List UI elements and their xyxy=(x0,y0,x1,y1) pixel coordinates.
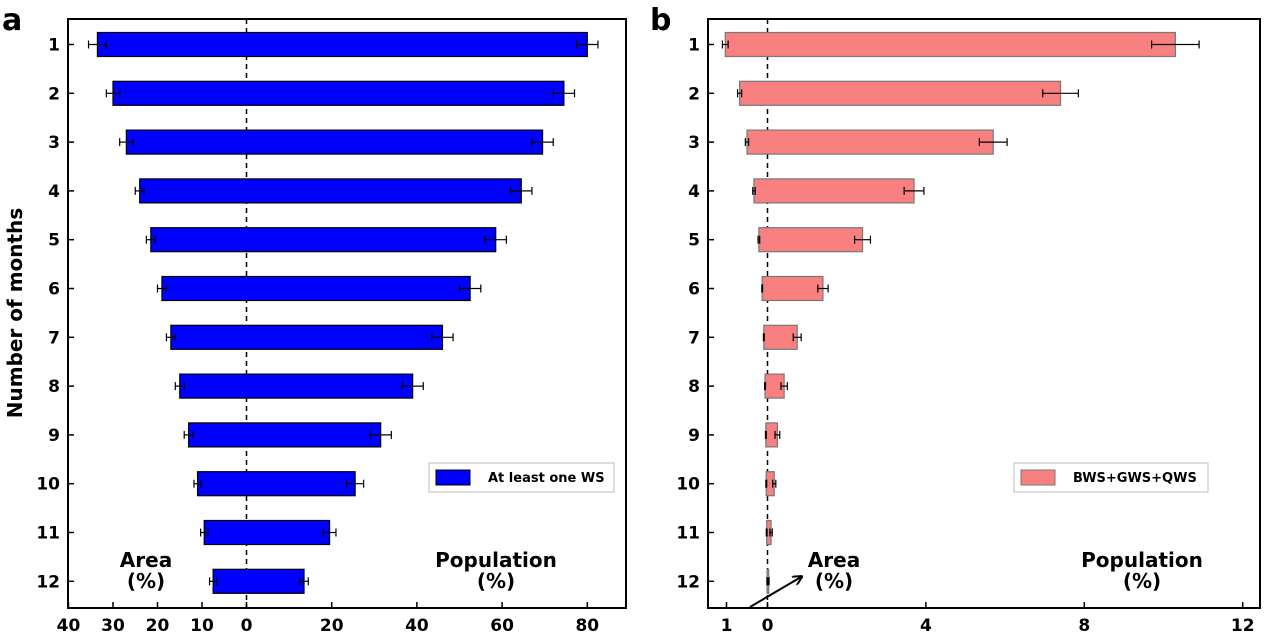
x-tick-label-a-2: 20 xyxy=(146,616,170,635)
x-tick-label-a-0: 40 xyxy=(57,616,81,635)
y-tick-label-a-6: 6 xyxy=(48,280,60,300)
y-tick-label-b-7: 7 xyxy=(688,328,700,348)
y-tick-label-b-5: 5 xyxy=(688,231,700,251)
bar-a-month-10 xyxy=(196,471,356,497)
plot-frame-b xyxy=(707,18,1261,609)
y-axis-label: Number of months xyxy=(3,208,27,418)
y-tick-label-a-4: 4 xyxy=(48,182,60,202)
y-tick-label-a-12: 12 xyxy=(36,572,60,592)
population-label-a: Population xyxy=(435,548,557,572)
bar-a-month-12 xyxy=(212,568,305,594)
bar-b-month-6 xyxy=(761,275,824,302)
y-tick-label-a-8: 8 xyxy=(48,377,60,397)
bar-a-month-3 xyxy=(125,129,544,155)
x-tick-label-a-7: 60 xyxy=(490,616,514,635)
legend-swatch-a xyxy=(435,469,471,486)
bar-a-month-1 xyxy=(96,31,588,58)
x-tick-label-b-1: 0 xyxy=(762,616,774,635)
y-tick-label-b-12: 12 xyxy=(676,572,700,592)
y-tick-label-b-6: 6 xyxy=(688,280,700,300)
y-tick-label-a-1: 1 xyxy=(48,36,60,56)
y-tick-label-b-9: 9 xyxy=(688,426,700,446)
legend-label-b: BWS+GWS+QWS xyxy=(1073,471,1197,486)
y-tick-label-b-2: 2 xyxy=(688,84,700,104)
legend-a: At least one WS xyxy=(428,462,615,493)
bar-a-month-11 xyxy=(203,519,331,546)
area-unit-a: (%) xyxy=(127,569,165,593)
bar-a-month-4 xyxy=(139,178,522,204)
bar-b-month-4 xyxy=(753,178,915,204)
y-tick-label-b-8: 8 xyxy=(688,377,700,397)
legend-swatch-b xyxy=(1020,469,1056,486)
x-tick-label-b-4: 12 xyxy=(1231,616,1255,635)
x-tick-label-b-3: 8 xyxy=(1078,616,1090,635)
bar-b-month-2 xyxy=(739,80,1062,106)
y-tick-label-b-11: 11 xyxy=(676,524,700,544)
y-tick-label-a-7: 7 xyxy=(48,328,60,348)
bar-b-month-5 xyxy=(758,227,864,253)
x-tick-label-a-6: 40 xyxy=(405,616,429,635)
y-tick-label-a-2: 2 xyxy=(48,84,60,104)
bar-b-month-7 xyxy=(763,324,798,350)
x-tick-label-a-8: 80 xyxy=(575,616,599,635)
bar-b-month-3 xyxy=(746,129,994,155)
bars-b xyxy=(721,31,1200,594)
x-tick-label-a-5: 20 xyxy=(320,616,344,635)
area-label-a: Area xyxy=(120,548,172,572)
y-tick-label-a-5: 5 xyxy=(48,231,60,251)
bar-a-month-9 xyxy=(188,422,382,448)
bar-a-month-2 xyxy=(112,80,565,106)
y-tick-label-b-1: 1 xyxy=(688,36,700,56)
y-tick-label-b-10: 10 xyxy=(676,475,700,495)
population-unit-b: (%) xyxy=(1123,569,1161,593)
panel-label-a: a xyxy=(2,3,22,38)
legend-b: BWS+GWS+QWS xyxy=(1013,462,1209,493)
x-ticks-b: 1 0 4 8 12 xyxy=(721,602,1255,635)
bar-b-month-1 xyxy=(724,31,1176,58)
y-tick-label-a-3: 3 xyxy=(48,133,60,153)
population-label-b: Population xyxy=(1081,548,1203,572)
area-unit-b: (%) xyxy=(815,569,853,593)
plot-frame-a xyxy=(67,18,627,609)
x-tick-label-a-3: 10 xyxy=(190,616,214,635)
legend-label-a: At least one WS xyxy=(488,471,605,486)
y-tick-label-b-4: 4 xyxy=(688,182,700,202)
bars-a xyxy=(87,31,599,594)
x-tick-label-b-0: 1 xyxy=(721,616,733,635)
x-tick-label-b-2: 4 xyxy=(920,616,932,635)
x-tick-label-a-4: 0 xyxy=(241,616,253,635)
x-tick-label-a-1: 30 xyxy=(101,616,125,635)
bar-a-month-8 xyxy=(179,373,414,399)
y-tick-label-a-11: 11 xyxy=(36,524,60,544)
x-ticks-a: 40 30 20 10 0 20 40 60 80 xyxy=(57,602,599,635)
bar-a-month-6 xyxy=(161,275,471,302)
y-tick-label-a-9: 9 xyxy=(48,426,60,446)
y-tick-label-a-10: 10 xyxy=(36,475,60,495)
area-label-b: Area xyxy=(808,548,860,572)
area-arrow-b xyxy=(749,577,801,608)
population-unit-a: (%) xyxy=(477,569,515,593)
y-tick-label-b-3: 3 xyxy=(688,133,700,153)
bar-a-month-5 xyxy=(150,227,497,253)
bar-a-month-7 xyxy=(170,324,444,350)
panel-label-b: b xyxy=(650,3,671,38)
